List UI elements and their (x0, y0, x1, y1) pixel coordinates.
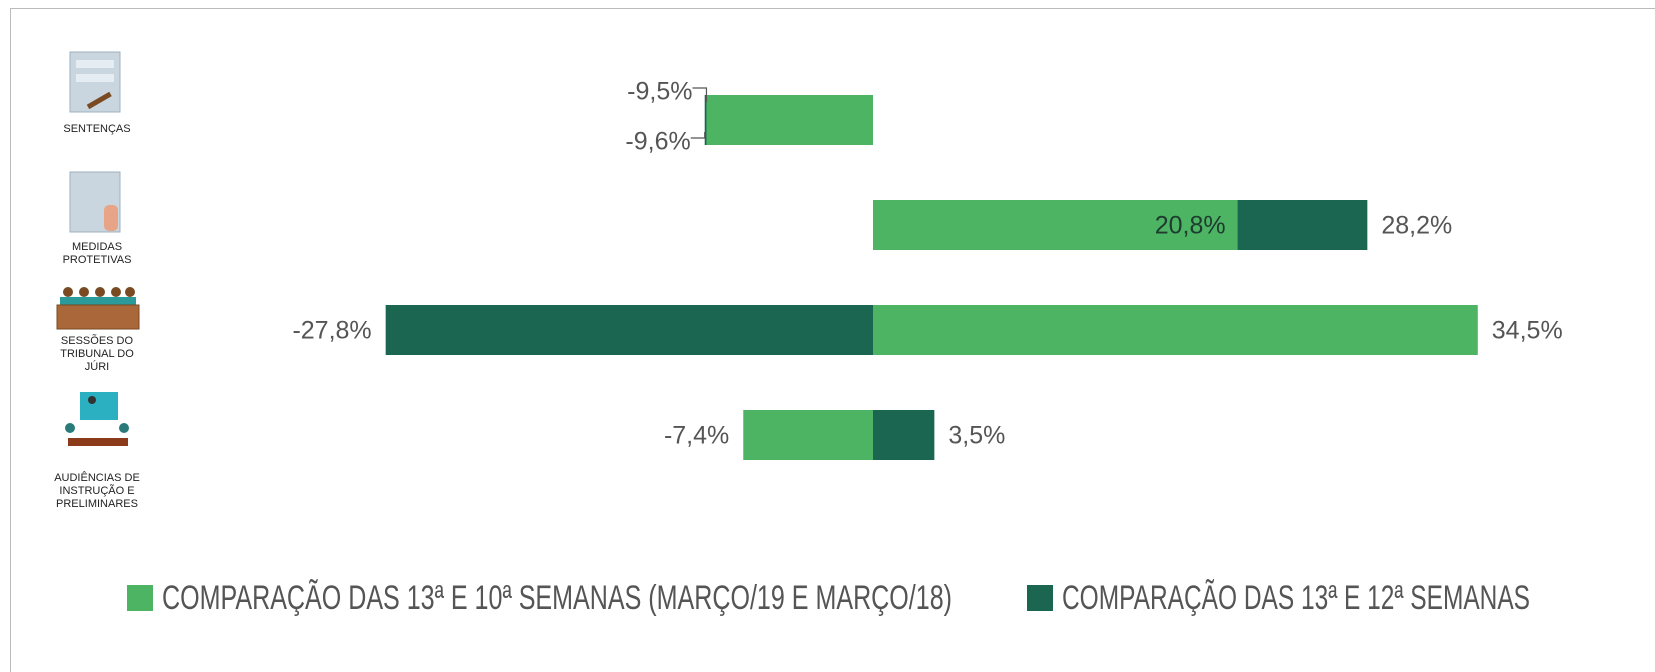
value-label: 3,5% (948, 422, 1005, 450)
frame (10, 8, 1655, 672)
legend-swatch (1027, 585, 1053, 611)
legend-label: COMPARAÇÃO DAS 13ª E 12ª SEMANAS (1062, 579, 1530, 617)
bar (706, 95, 873, 145)
icon-sentencas (69, 51, 121, 113)
value-label: -27,8% (292, 317, 371, 345)
legend-swatch (127, 585, 153, 611)
bar (743, 410, 873, 460)
icon-juri (56, 287, 140, 330)
value-label: 20,8% (1155, 212, 1226, 240)
bar (873, 200, 1238, 250)
category-label: MEDIDAS PROTETIVAS (62, 241, 132, 266)
value-label: 34,5% (1492, 317, 1563, 345)
value-label: -9,5% (627, 78, 692, 106)
bar (385, 305, 873, 355)
category-label: SENTENÇAS (63, 123, 131, 135)
category-label: SESSÕES DO TRIBUNAL DO JÚRI (60, 335, 134, 373)
legend-label: COMPARAÇÃO DAS 13ª E 10ª SEMANAS (MARÇO/… (162, 579, 952, 617)
leader-line (692, 87, 708, 102)
icon-audiencias (65, 392, 129, 446)
category-label: AUDIÊNCIAS DE INSTRUÇÃO E PRELIMINARES (54, 472, 140, 510)
bar (873, 410, 935, 460)
leader-line (690, 132, 706, 139)
bar (873, 305, 1478, 355)
value-label: 28,2% (1381, 212, 1452, 240)
value-label: -7,4% (664, 422, 729, 450)
icon-medidas (69, 171, 121, 233)
value-label: -9,6% (625, 128, 690, 156)
